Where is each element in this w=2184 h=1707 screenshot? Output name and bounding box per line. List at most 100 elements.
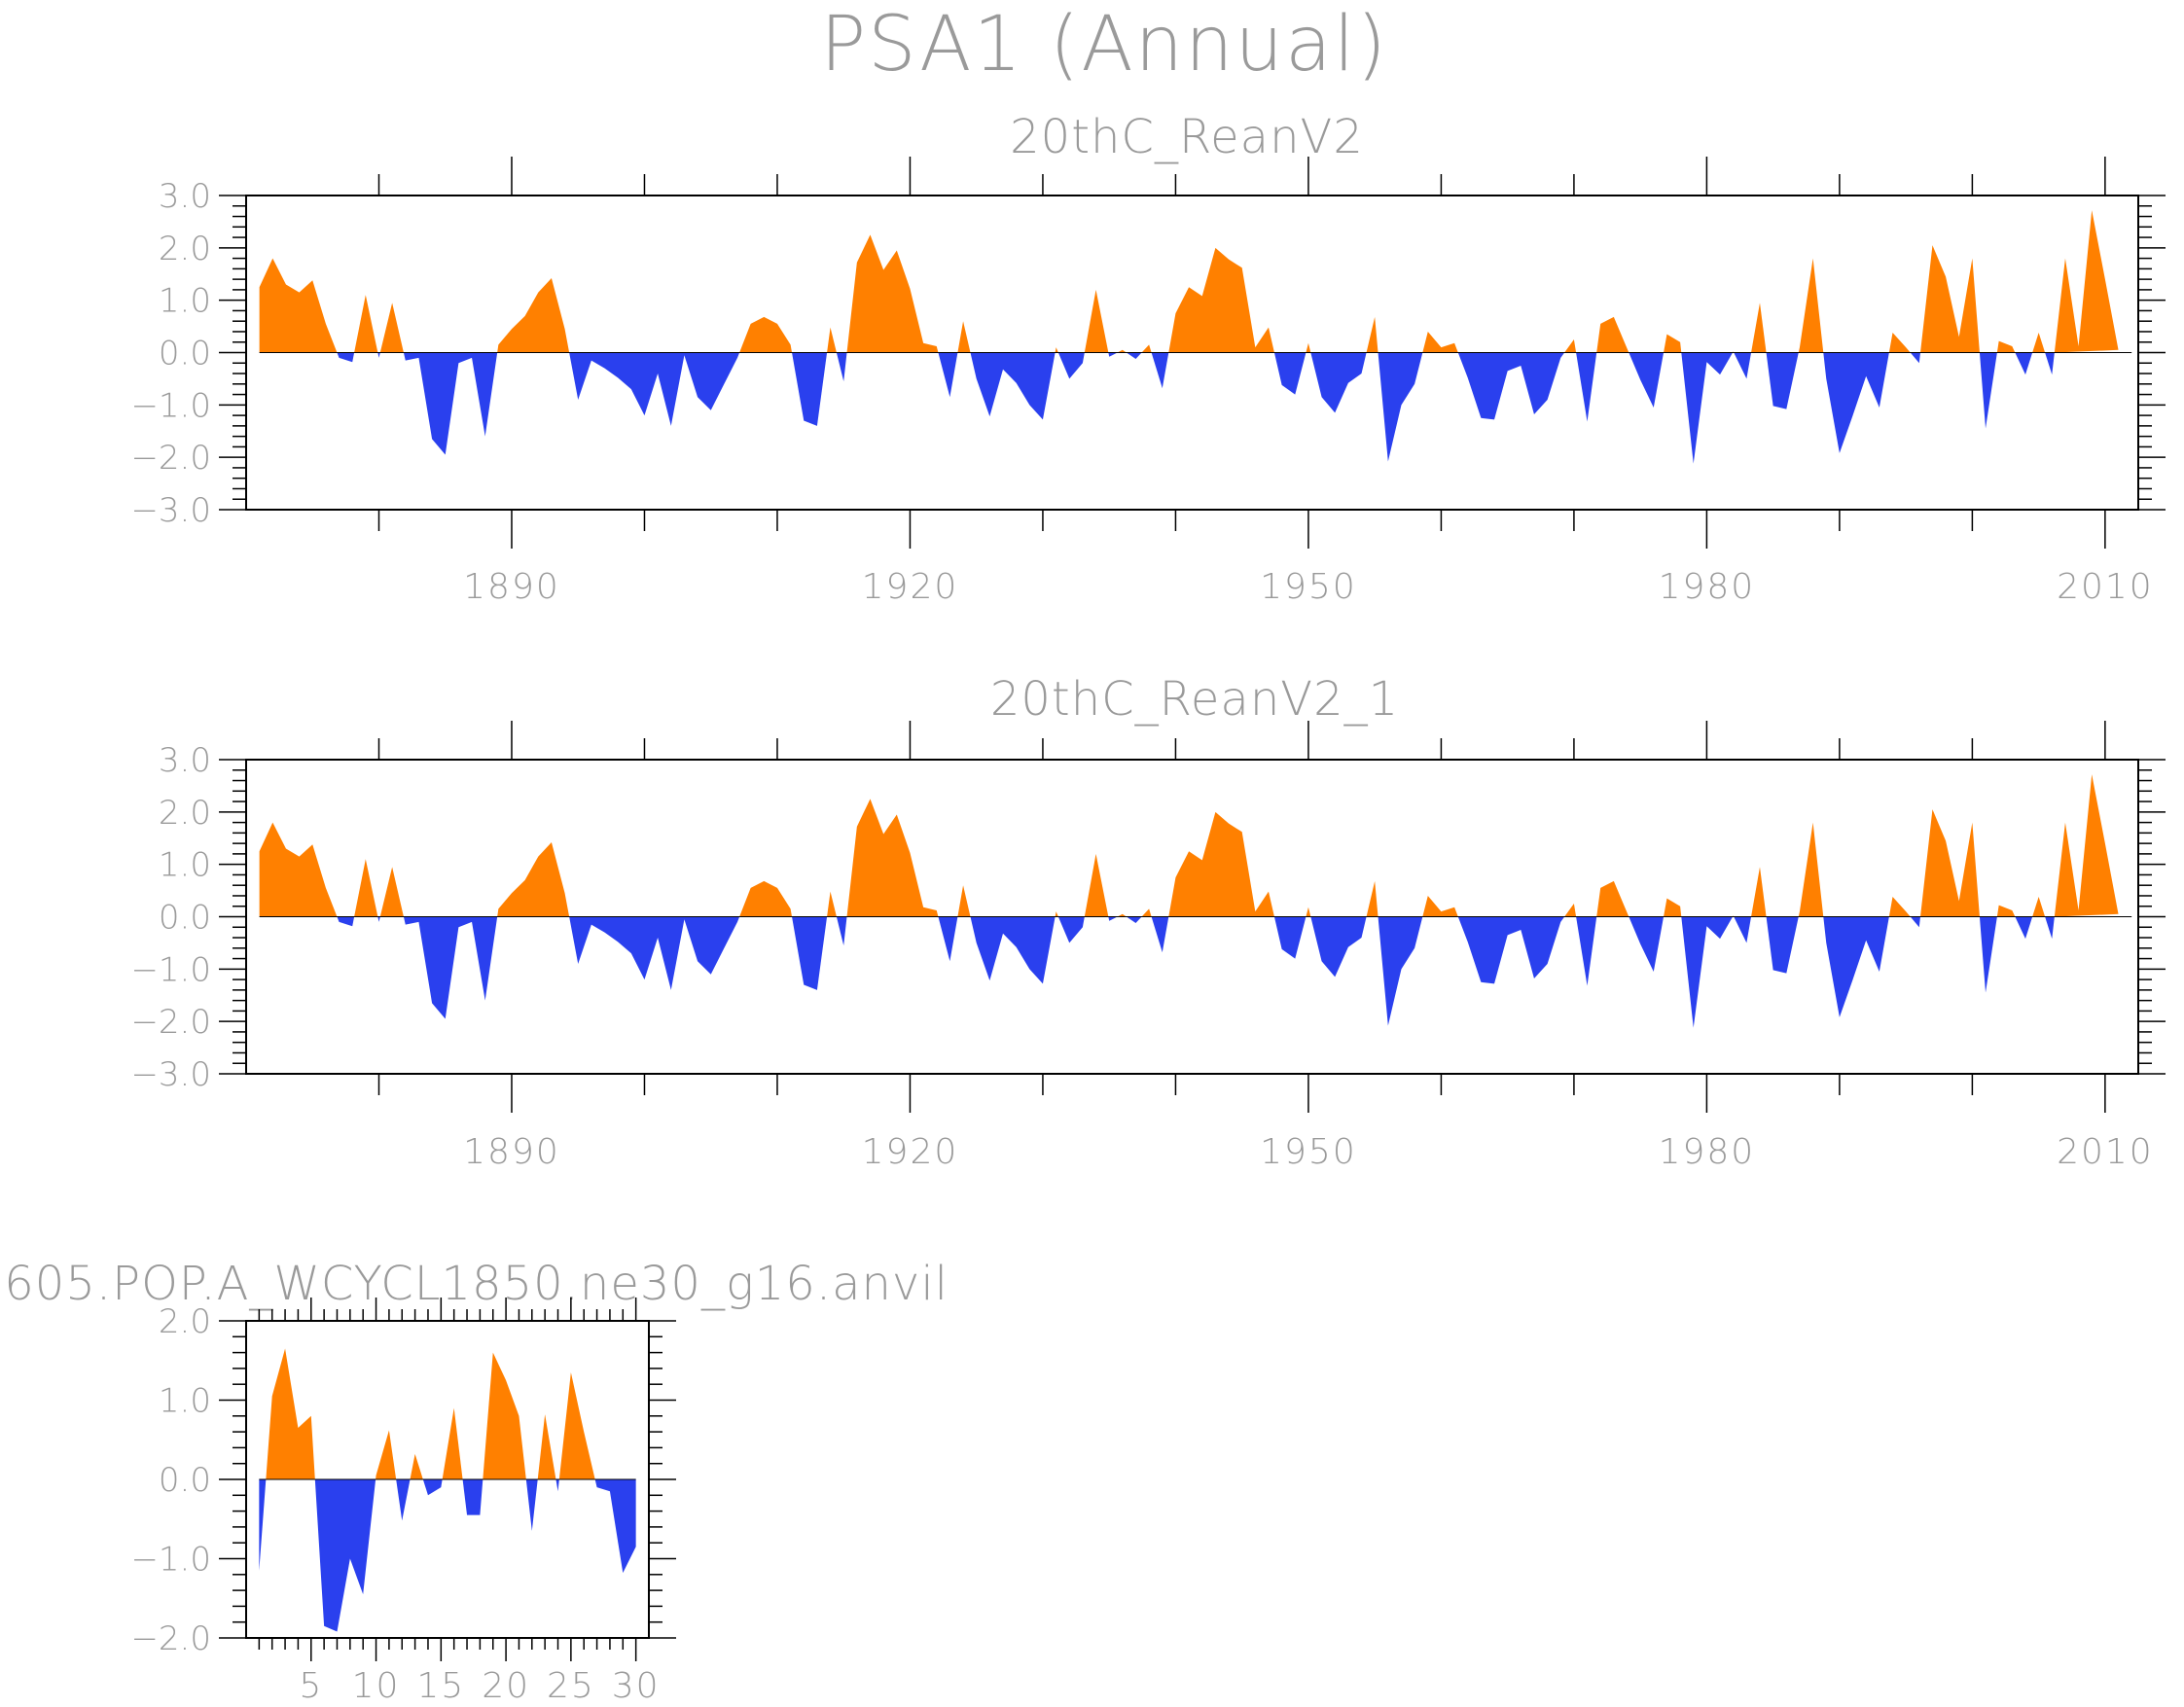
positive-area	[1084, 289, 1109, 353]
negative-area	[1457, 352, 1565, 420]
negative-area	[337, 352, 355, 363]
negative-area	[2015, 916, 2033, 940]
positive-area	[558, 1371, 595, 1479]
y-tick-label: 0.0	[159, 335, 211, 373]
y-tick-label: −2.0	[130, 1003, 211, 1042]
negative-area	[970, 916, 1056, 984]
negative-area	[1151, 916, 1169, 953]
positive-area	[442, 1407, 463, 1479]
positive-area	[354, 859, 378, 917]
positive-area	[497, 278, 570, 353]
x-tick-label: 2010	[2057, 1132, 2154, 1172]
positive-area	[497, 842, 570, 917]
negative-area	[1273, 916, 1307, 959]
positive-area	[537, 1414, 556, 1479]
positive-area	[2054, 210, 2119, 353]
positive-area	[1664, 898, 1682, 917]
negative-area	[970, 352, 1056, 420]
negative-area	[792, 916, 828, 990]
positive-area	[259, 258, 338, 353]
positive-area	[739, 316, 793, 353]
negative-area	[2045, 916, 2055, 940]
y-tick-label: 1.0	[159, 1382, 211, 1421]
positive-area	[957, 885, 971, 917]
page-title: PSA1 (Annual)	[820, 1, 1388, 89]
positive-area	[1996, 340, 2016, 353]
negative-area	[1766, 916, 1799, 974]
x-tick-label: 15	[416, 1666, 465, 1706]
negative-area	[1310, 916, 1367, 978]
positive-area	[483, 1352, 526, 1479]
y-tick-label: −2.0	[130, 1619, 211, 1658]
positive-area	[1888, 333, 1911, 353]
positive-area	[1366, 316, 1378, 353]
x-tick-label: 25	[547, 1666, 595, 1706]
y-tick-label: −1.0	[130, 950, 211, 989]
negative-area	[1273, 352, 1307, 395]
positive-area	[354, 295, 378, 353]
negative-area	[2015, 352, 2033, 375]
positive-area	[1596, 316, 1629, 353]
positive-area	[1888, 897, 1911, 917]
negative-area	[1823, 916, 1889, 1017]
negative-area	[2045, 352, 2055, 375]
negative-area	[396, 1479, 411, 1521]
negative-area	[525, 1479, 538, 1531]
negative-area	[1823, 352, 1889, 453]
positive-area	[1168, 247, 1274, 353]
negative-area	[938, 916, 958, 962]
negative-area	[1126, 352, 1142, 359]
positive-area	[1055, 347, 1058, 353]
y-tick-label: 2.0	[159, 230, 211, 268]
chart-title-3: ’605.POP.A_WCYCL1850.ne30_g16.anvil	[0, 1257, 949, 1311]
positive-area	[1996, 905, 2016, 917]
negative-area	[1126, 916, 1142, 923]
x-tick-label: 1920	[862, 1132, 959, 1172]
negative-area	[792, 352, 828, 426]
x-tick-label: 2010	[2057, 567, 2154, 607]
y-tick-label: 3.0	[159, 177, 211, 216]
negative-area	[1057, 352, 1085, 379]
positive-area	[1306, 907, 1311, 917]
positive-area	[1141, 344, 1152, 353]
y-tick-label: −3.0	[130, 491, 211, 530]
positive-area	[1168, 811, 1274, 917]
negative-area	[1108, 352, 1118, 357]
negative-area	[314, 1479, 376, 1632]
positive-area	[1920, 809, 1980, 917]
x-tick-label: 1950	[1260, 567, 1357, 607]
negative-area	[1979, 916, 1997, 993]
positive-area	[1366, 880, 1378, 917]
chart-panel-3: ’605.POP.A_WCYCL1850.ne30_g16.anvil 2.0 1…	[0, 1257, 949, 1706]
y-tick-label: −2.0	[130, 439, 211, 478]
negative-area	[259, 1479, 267, 1571]
negative-area	[1910, 352, 1921, 364]
positive-area	[1117, 349, 1127, 353]
y-tick-label: 2.0	[159, 794, 211, 833]
x-tick-label: 1980	[1659, 1132, 1756, 1172]
positive-area	[1564, 339, 1577, 353]
y-tick-label: 0.0	[159, 899, 211, 938]
negative-area	[377, 916, 380, 922]
negative-area	[938, 352, 958, 398]
positive-area	[379, 867, 404, 917]
negative-area	[403, 916, 498, 1019]
negative-area	[1734, 916, 1752, 943]
x-tick-label: 1980	[1659, 567, 1756, 607]
positive-area	[1306, 342, 1311, 353]
negative-area	[1378, 352, 1423, 462]
negative-area	[1766, 352, 1799, 409]
positive-area	[1920, 245, 1980, 353]
positive-area	[827, 891, 837, 917]
y-tick-label: 0.0	[159, 1461, 211, 1500]
negative-area	[1310, 352, 1367, 413]
positive-area	[2032, 333, 2046, 353]
y-tick-label: −1.0	[130, 1541, 211, 1580]
negative-area	[1681, 352, 1734, 464]
positive-area	[2032, 897, 2046, 917]
positive-area	[1798, 258, 1824, 353]
positive-area	[846, 234, 939, 353]
positive-area	[2054, 774, 2119, 917]
x-tick-label: 10	[352, 1666, 401, 1706]
